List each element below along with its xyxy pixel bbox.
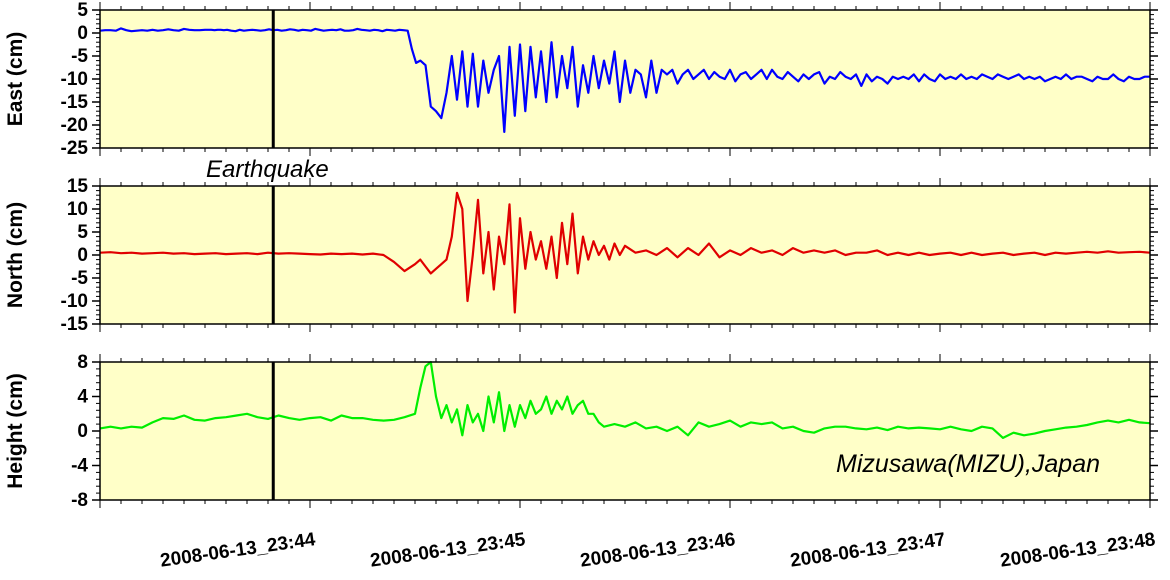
y-tick-label: -15 <box>61 92 89 113</box>
series-line-height <box>99 360 1151 439</box>
x-tick-label: 2008-06-13_23:48 <box>999 529 1157 572</box>
x-tick-label: 2008-06-13_23:46 <box>579 529 737 572</box>
event-label: Earthquake <box>206 156 329 183</box>
y-tick-label: 4 <box>77 387 88 408</box>
y-tick-label: 0 <box>77 23 88 44</box>
panel-east: 50-5-10-15-20-25 East (cm) <box>4 0 1158 159</box>
y-tick-label: -15 <box>61 314 89 335</box>
x-tick-label: 2008-06-13_23:44 <box>159 529 317 572</box>
panel-background <box>100 362 1150 500</box>
y-tick-label: 0 <box>77 421 88 442</box>
y-tick-label: 0 <box>77 245 88 266</box>
panel-height: 8 4 0 -4 -8 Height (cm) <box>4 352 1158 511</box>
y-tick-label: 5 <box>77 0 88 21</box>
y-tick-label: -8 <box>71 490 88 511</box>
series-line-east <box>99 27 1150 133</box>
panel-frame <box>99 185 1151 325</box>
y-tick-label: 5 <box>77 222 88 243</box>
series-line-north <box>99 191 1151 314</box>
y-tick-label: -20 <box>61 115 88 136</box>
y-tick-label: 15 <box>67 176 89 197</box>
y-tick-label: -10 <box>61 291 88 312</box>
y-tick-label: -5 <box>71 46 88 67</box>
y-axis-label: Height (cm) <box>4 373 27 489</box>
panel-frame <box>99 9 1151 149</box>
y-tick-label: 8 <box>77 352 88 373</box>
y-axis-label: East (cm) <box>4 32 27 127</box>
y-tick-label: 10 <box>67 199 88 220</box>
y-tick-label: -25 <box>61 138 89 159</box>
y-tick-label: -10 <box>61 69 88 90</box>
x-tick-label: 2008-06-13_23:47 <box>789 529 947 572</box>
station-label: Mizusawa(MIZU),Japan <box>836 450 1100 478</box>
panel-frame <box>99 361 1151 501</box>
x-tick-label: 2008-06-13_23:45 <box>369 529 527 572</box>
panel-background <box>100 186 1150 324</box>
y-tick-label: -5 <box>71 268 88 289</box>
y-axis-label: North (cm) <box>4 202 27 308</box>
y-tick-label: -4 <box>71 456 88 477</box>
